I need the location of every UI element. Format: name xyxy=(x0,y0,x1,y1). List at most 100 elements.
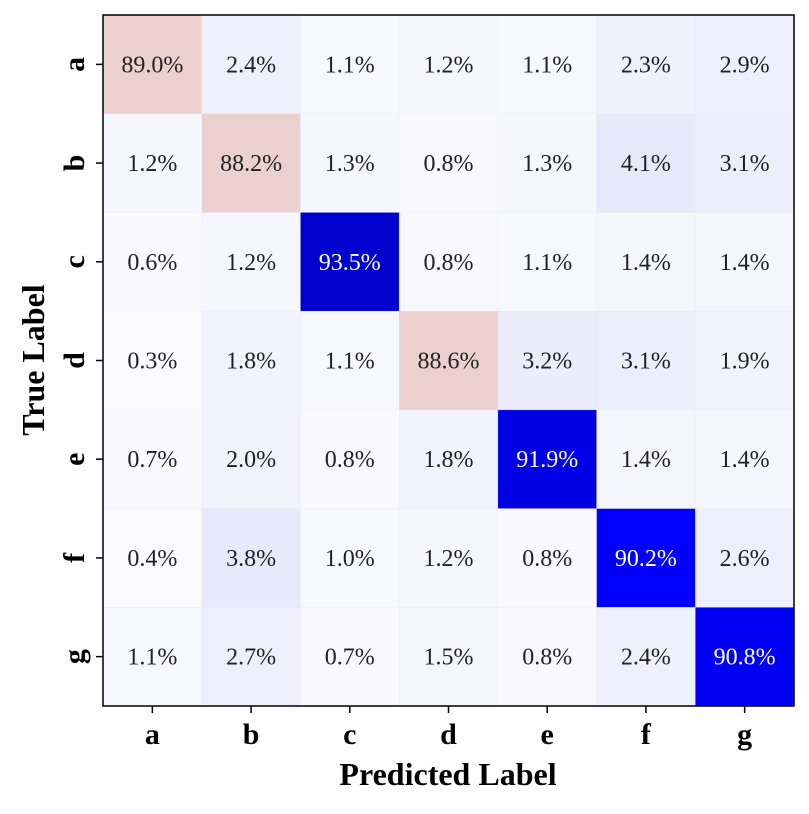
heatmap-cell xyxy=(102,14,203,115)
y-tick-label: f xyxy=(58,552,91,563)
x-tick-label: d xyxy=(440,718,457,751)
cell-value-label: 1.9% xyxy=(720,349,770,375)
cell-value-label: 0.8% xyxy=(522,645,572,671)
heatmap-cell xyxy=(201,310,302,411)
heatmap-cell xyxy=(102,310,203,411)
cell-value-label: 4.1% xyxy=(621,151,671,177)
cell-value-label: 0.7% xyxy=(325,645,375,671)
x-tick-label: a xyxy=(145,718,160,751)
cell-value-label: 1.1% xyxy=(522,52,572,78)
cell-value-label: 0.7% xyxy=(127,447,177,473)
heatmap-cell xyxy=(300,212,400,312)
cell-value-label: 1.2% xyxy=(226,250,276,276)
cell-value-label: 0.8% xyxy=(424,151,474,177)
heatmap-cell xyxy=(596,14,697,115)
cell-value-label: 90.8% xyxy=(714,645,776,671)
x-tick-label: g xyxy=(737,718,752,751)
cell-value-label: 3.2% xyxy=(522,349,572,375)
heatmap-cell xyxy=(695,607,795,707)
heatmap-cell xyxy=(497,607,598,707)
cell-value-label: 1.1% xyxy=(325,349,375,375)
cell-value-label: 0.8% xyxy=(325,447,375,473)
cell-value-label: 88.6% xyxy=(418,349,480,375)
y-axis-label: True Label xyxy=(15,284,51,436)
heatmap-cell xyxy=(201,607,302,707)
heatmap-cell xyxy=(596,409,697,510)
cell-value-label: 0.8% xyxy=(522,546,572,572)
x-axis-label: Predicted Label xyxy=(339,756,556,792)
heatmap-cell xyxy=(596,310,697,411)
cell-value-label: 1.1% xyxy=(522,250,572,276)
heatmap-cell xyxy=(497,14,598,115)
cell-value-label: 0.3% xyxy=(127,349,177,375)
y-tick-label: b xyxy=(58,155,91,172)
x-tick-label: c xyxy=(343,718,356,751)
cell-value-label: 2.3% xyxy=(621,52,671,78)
heatmap-cell xyxy=(596,113,697,214)
heatmap-cell xyxy=(497,113,598,214)
cell-value-label: 3.1% xyxy=(621,349,671,375)
heatmap-cell xyxy=(102,508,203,609)
cell-value-label: 2.4% xyxy=(226,52,276,78)
heatmap-cell xyxy=(102,212,203,312)
cell-value-label: 2.6% xyxy=(720,546,770,572)
heatmap-cell xyxy=(398,212,499,312)
cell-value-label: 90.2% xyxy=(615,546,677,572)
x-tick-label: b xyxy=(243,718,260,751)
cell-value-label: 1.2% xyxy=(424,52,474,78)
heatmap-cell xyxy=(398,508,499,609)
cell-value-label: 93.5% xyxy=(319,250,381,276)
heatmap-cell xyxy=(695,310,795,411)
heatmap-cell xyxy=(497,212,598,312)
y-tick-label: g xyxy=(58,649,91,664)
heatmap-cell xyxy=(398,310,499,411)
cell-value-label: 1.8% xyxy=(424,447,474,473)
heatmap-cell xyxy=(695,409,795,510)
cell-value-label: 1.2% xyxy=(127,151,177,177)
y-tick-label: d xyxy=(58,352,91,369)
cell-value-label: 1.4% xyxy=(720,250,770,276)
cell-value-label: 89.0% xyxy=(121,52,183,78)
cell-value-label: 0.8% xyxy=(424,250,474,276)
heatmap-cell xyxy=(497,310,598,411)
heatmap-cell xyxy=(102,409,203,510)
cell-value-label: 0.6% xyxy=(127,250,177,276)
heatmap-cell xyxy=(596,212,697,312)
heatmap-cell xyxy=(102,113,203,214)
cell-value-label: 1.3% xyxy=(522,151,572,177)
cell-value-label: 1.3% xyxy=(325,151,375,177)
cell-value-label: 2.9% xyxy=(720,52,770,78)
cell-value-label: 2.4% xyxy=(621,645,671,671)
heatmap-cell xyxy=(497,508,598,609)
y-tick-label: e xyxy=(58,453,91,466)
cell-value-label: 1.4% xyxy=(621,250,671,276)
cell-value-label: 1.2% xyxy=(424,546,474,572)
cell-value-label: 88.2% xyxy=(220,151,282,177)
y-tick-label: c xyxy=(58,255,91,268)
cell-value-label: 1.1% xyxy=(127,645,177,671)
heatmap-cell xyxy=(300,607,400,707)
cell-value-label: 2.7% xyxy=(226,645,276,671)
x-tick-label: f xyxy=(641,718,652,751)
cell-value-label: 3.1% xyxy=(720,151,770,177)
cell-value-label: 1.0% xyxy=(325,546,375,572)
cell-value-label: 91.9% xyxy=(516,447,578,473)
cell-value-label: 1.8% xyxy=(226,349,276,375)
heatmap-cell xyxy=(201,508,302,609)
cell-value-label: 2.0% xyxy=(226,447,276,473)
heatmap-cell xyxy=(300,409,400,510)
heatmap-cell xyxy=(695,113,795,214)
cell-value-label: 1.1% xyxy=(325,52,375,78)
cell-value-label: 1.4% xyxy=(621,447,671,473)
heatmap-cell xyxy=(596,607,697,707)
heatmap-cell xyxy=(201,212,302,312)
heatmap-cell xyxy=(300,113,400,214)
heatmap-cell xyxy=(102,607,203,707)
heatmap-cell xyxy=(201,14,302,115)
cell-value-label: 3.8% xyxy=(226,546,276,572)
heatmap-cell xyxy=(695,508,795,609)
heatmap-cell xyxy=(398,14,499,115)
y-tick-label: a xyxy=(58,57,91,72)
